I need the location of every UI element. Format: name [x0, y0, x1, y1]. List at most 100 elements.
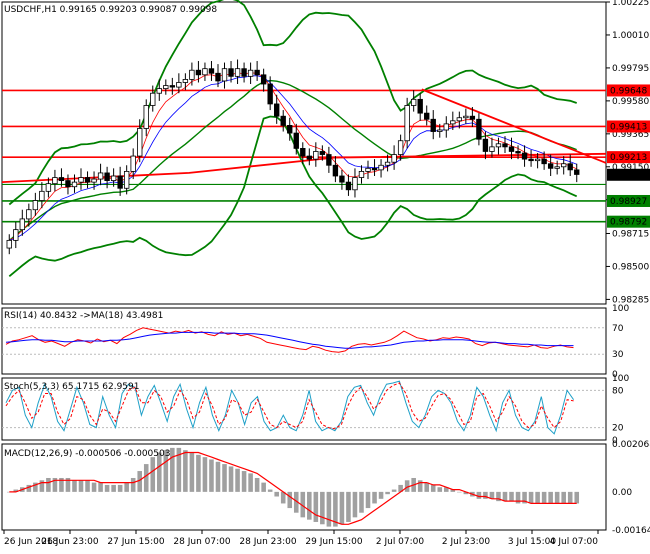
macd-hist-bar — [528, 491, 534, 504]
macd-tick-label: 0.00 — [612, 488, 632, 498]
macd-hist-bar — [91, 482, 97, 492]
candle-body — [521, 152, 528, 160]
candle — [137, 119, 143, 163]
macd-hist-bar — [378, 491, 384, 499]
rsi-frame — [1, 307, 607, 375]
stoch-tick-label: 80 — [612, 386, 624, 396]
macd-header: MACD(12,26,9) -0.000506 -0.000503 — [4, 449, 170, 459]
candle — [561, 156, 567, 175]
candle-body — [404, 105, 410, 142]
candle — [208, 61, 215, 81]
candle — [195, 61, 202, 83]
level-price-tag — [607, 215, 650, 228]
candle — [58, 168, 65, 187]
macd-hist-bar — [183, 450, 188, 492]
candle — [247, 62, 254, 85]
candle-body — [241, 68, 247, 77]
candle — [437, 123, 443, 138]
macd-hist-bar — [359, 491, 364, 513]
x-tick-label: 28 Jun 23:00 — [239, 537, 296, 547]
macd-hist-bar — [98, 482, 103, 492]
candle-body — [306, 155, 312, 160]
x-tick-label: 4 Jul 07:00 — [550, 537, 599, 547]
rsi-tick-label: 30 — [612, 350, 624, 360]
candle — [6, 234, 12, 255]
candle — [397, 134, 404, 161]
candle — [274, 94, 280, 124]
candle-body — [123, 170, 130, 189]
macd-hist-bar — [26, 484, 32, 492]
candle — [443, 116, 449, 138]
candle-body — [358, 170, 365, 178]
candle-body — [469, 115, 476, 120]
macd-hist-bar — [391, 489, 397, 492]
macd-hist-bar — [424, 482, 429, 492]
macd-hist-bar — [33, 482, 38, 492]
candle-body — [215, 72, 221, 82]
candle-body — [450, 120, 456, 125]
macd-hist-bar — [137, 471, 142, 492]
macd-hist-bar — [515, 491, 521, 504]
candle-body — [332, 164, 339, 177]
candle — [260, 68, 267, 92]
candle — [417, 93, 423, 121]
rsi-ma-line — [5, 331, 574, 349]
trend-curve — [1, 152, 607, 183]
candle-body — [365, 167, 371, 172]
main-tick-label: 0.98500 — [612, 262, 649, 272]
candle-body — [567, 163, 573, 171]
candle — [450, 111, 456, 131]
candle — [404, 97, 410, 149]
candle-body — [52, 177, 58, 185]
macd-hist-bar — [215, 461, 221, 492]
candle — [567, 154, 573, 176]
macd-hist-bar — [300, 491, 306, 518]
main-tick-label: 0.98285 — [612, 295, 649, 305]
macd-hist-bar — [280, 491, 286, 504]
bollinger-middle — [8, 79, 577, 241]
stoch-header: Stoch(5,3,3) 65.1715 62.9591 — [4, 382, 139, 392]
candle-body — [13, 229, 19, 241]
candle — [326, 146, 332, 173]
candle — [391, 145, 397, 170]
candle — [482, 131, 489, 160]
macd-hist-bar — [567, 491, 573, 504]
stoch-d-line — [5, 382, 574, 430]
candle — [293, 123, 299, 155]
macd-hist-bar — [574, 491, 580, 504]
candle — [515, 145, 521, 160]
main-tick-label: 0.99365 — [612, 130, 649, 140]
macd-hist-bar — [385, 491, 390, 495]
candle-body — [502, 143, 508, 148]
candle — [410, 90, 417, 112]
candle-body — [163, 85, 169, 90]
macd-hist-bar — [189, 452, 195, 492]
candle-body — [182, 79, 189, 83]
candle-body — [208, 68, 215, 74]
stoch-tick-label: 100 — [612, 374, 629, 384]
candle-body — [143, 105, 149, 129]
macd-hist-bar — [450, 489, 456, 492]
candle — [534, 153, 541, 169]
candle-body — [58, 177, 65, 181]
candle — [463, 108, 469, 124]
macd-hist-bar — [430, 484, 436, 492]
macd-hist-bar — [437, 487, 443, 492]
candle-body — [117, 175, 123, 189]
macd-hist-bar — [124, 482, 129, 492]
candle — [456, 111, 463, 129]
candle — [476, 113, 482, 146]
candle — [554, 160, 560, 175]
candle-body — [547, 163, 554, 169]
candle-body — [6, 239, 12, 249]
candle — [495, 137, 502, 155]
level-price-label: 0.99213 — [610, 153, 647, 163]
macd-hist-bar — [111, 484, 116, 492]
candle — [502, 136, 508, 153]
candle — [143, 99, 149, 137]
macd-hist-bar — [52, 477, 58, 492]
candle — [156, 79, 162, 101]
candle — [358, 165, 365, 184]
